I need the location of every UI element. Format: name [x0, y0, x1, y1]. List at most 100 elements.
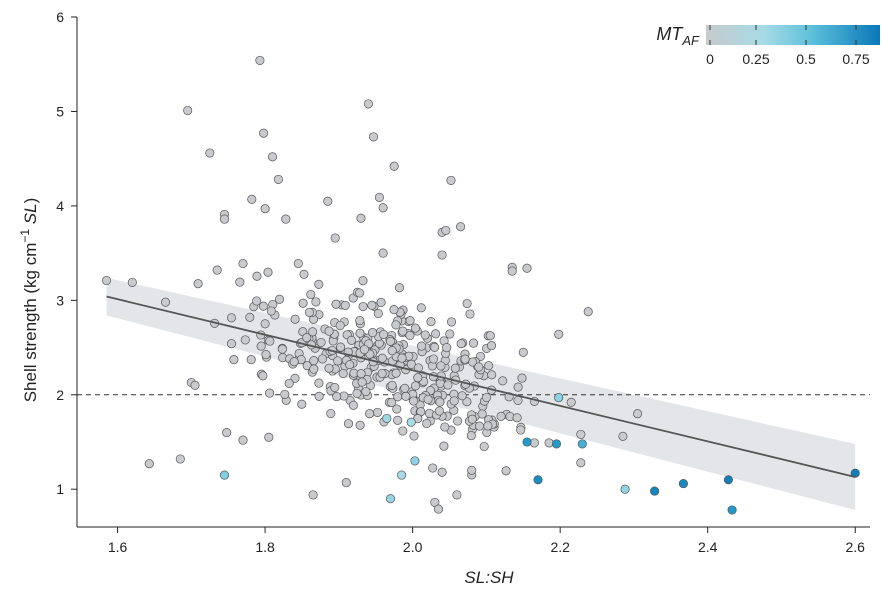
data-point: [355, 328, 365, 338]
data-point: [326, 408, 336, 419]
data-point: [431, 329, 441, 339]
data-point: [281, 214, 291, 224]
plot-area: [77, 55, 870, 515]
data-point-colored: [577, 439, 587, 449]
data-point: [460, 354, 470, 364]
data-point: [193, 279, 203, 289]
data-point: [330, 382, 340, 393]
regression-line: [106, 295, 856, 478]
data-point: [465, 309, 475, 319]
data-point: [245, 312, 255, 322]
data-point: [260, 204, 270, 214]
data-point: [297, 399, 307, 409]
data-point: [277, 344, 287, 354]
data-point: [252, 296, 262, 306]
y-tick-label: 3: [56, 292, 64, 308]
data-point: [299, 269, 309, 279]
data-point: [352, 388, 362, 398]
data-point: [439, 441, 449, 451]
data-point: [265, 388, 275, 398]
data-point: [389, 161, 399, 171]
data-point: [379, 329, 389, 340]
legend-ticks: 0 0.25 0.5 0.75: [706, 25, 870, 67]
y-axis-title: Shell strength (kg cm−1 SL): [18, 198, 40, 403]
data-point: [306, 289, 316, 300]
data-point: [398, 426, 408, 436]
data-point: [409, 431, 419, 441]
data-point: [368, 132, 379, 142]
data-point: [127, 277, 137, 287]
data-point: [566, 397, 576, 407]
data-point-colored: [397, 470, 407, 480]
data-point: [355, 315, 365, 326]
data-point: [518, 347, 528, 357]
data-point: [378, 248, 388, 258]
data-point: [309, 364, 319, 374]
data-point-colored: [723, 475, 733, 485]
data-point-colored: [554, 393, 564, 403]
data-point: [576, 458, 586, 468]
data-point: [633, 409, 643, 419]
data-point-colored: [219, 470, 230, 480]
data-point: [434, 406, 444, 416]
data-point: [273, 174, 283, 184]
data-point: [345, 360, 355, 370]
data-point: [246, 355, 256, 365]
data-point: [343, 419, 354, 429]
data-point: [501, 466, 511, 476]
data-point-colored: [678, 479, 688, 489]
data-point: [428, 463, 438, 473]
data-point: [212, 265, 222, 275]
data-point: [376, 297, 386, 307]
data-point-colored: [406, 417, 416, 427]
data-point: [235, 277, 245, 287]
data-point: [456, 339, 466, 349]
data-point: [452, 490, 462, 500]
data-point: [544, 438, 554, 448]
data-point: [280, 389, 290, 399]
data-point: [462, 298, 472, 309]
data-point: [240, 335, 250, 345]
data-point: [340, 300, 350, 310]
data-point: [238, 435, 248, 445]
data-point: [256, 341, 266, 351]
data-point: [304, 307, 314, 317]
data-point: [238, 258, 248, 269]
data-point-colored: [727, 505, 737, 515]
data-point: [356, 213, 366, 223]
data-point: [308, 327, 318, 337]
data-point: [456, 222, 466, 232]
data-point: [377, 368, 387, 379]
data-point: [513, 395, 523, 405]
data-point: [263, 267, 273, 277]
data-point: [358, 276, 368, 286]
data-point: [426, 317, 436, 327]
legend-colorbar: [706, 25, 880, 45]
data-point: [435, 397, 445, 407]
data-point: [219, 214, 230, 224]
data-point: [361, 386, 371, 397]
x-tick-label: 1.8: [255, 539, 275, 555]
data-point: [446, 175, 456, 185]
x-tick-label: 2.2: [550, 539, 570, 555]
data-point: [317, 354, 328, 364]
data-point: [226, 313, 237, 323]
data-point: [266, 306, 276, 316]
data-point: [367, 300, 377, 310]
data-point: [346, 335, 357, 345]
x-tick-label: 2.6: [846, 539, 866, 555]
legend-title: MTAF: [656, 24, 700, 48]
data-point: [416, 303, 426, 313]
data-point: [324, 363, 334, 373]
data-point: [183, 105, 193, 116]
data-point: [357, 377, 367, 387]
data-point: [290, 314, 300, 324]
data-point: [331, 299, 341, 309]
data-point: [261, 350, 271, 360]
data-point: [160, 297, 171, 307]
data-point: [374, 192, 384, 202]
data-point: [430, 342, 440, 352]
data-point: [314, 279, 324, 289]
data-point: [486, 341, 497, 351]
